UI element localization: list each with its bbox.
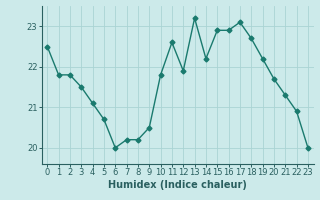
X-axis label: Humidex (Indice chaleur): Humidex (Indice chaleur): [108, 180, 247, 190]
